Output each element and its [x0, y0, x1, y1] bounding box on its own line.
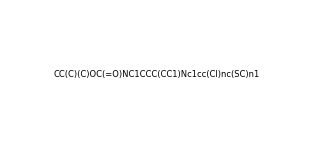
Text: CC(C)(C)OC(=O)NC1CCC(CC1)Nc1cc(Cl)nc(SC)n1: CC(C)(C)OC(=O)NC1CCC(CC1)Nc1cc(Cl)nc(SC)…	[54, 70, 259, 78]
